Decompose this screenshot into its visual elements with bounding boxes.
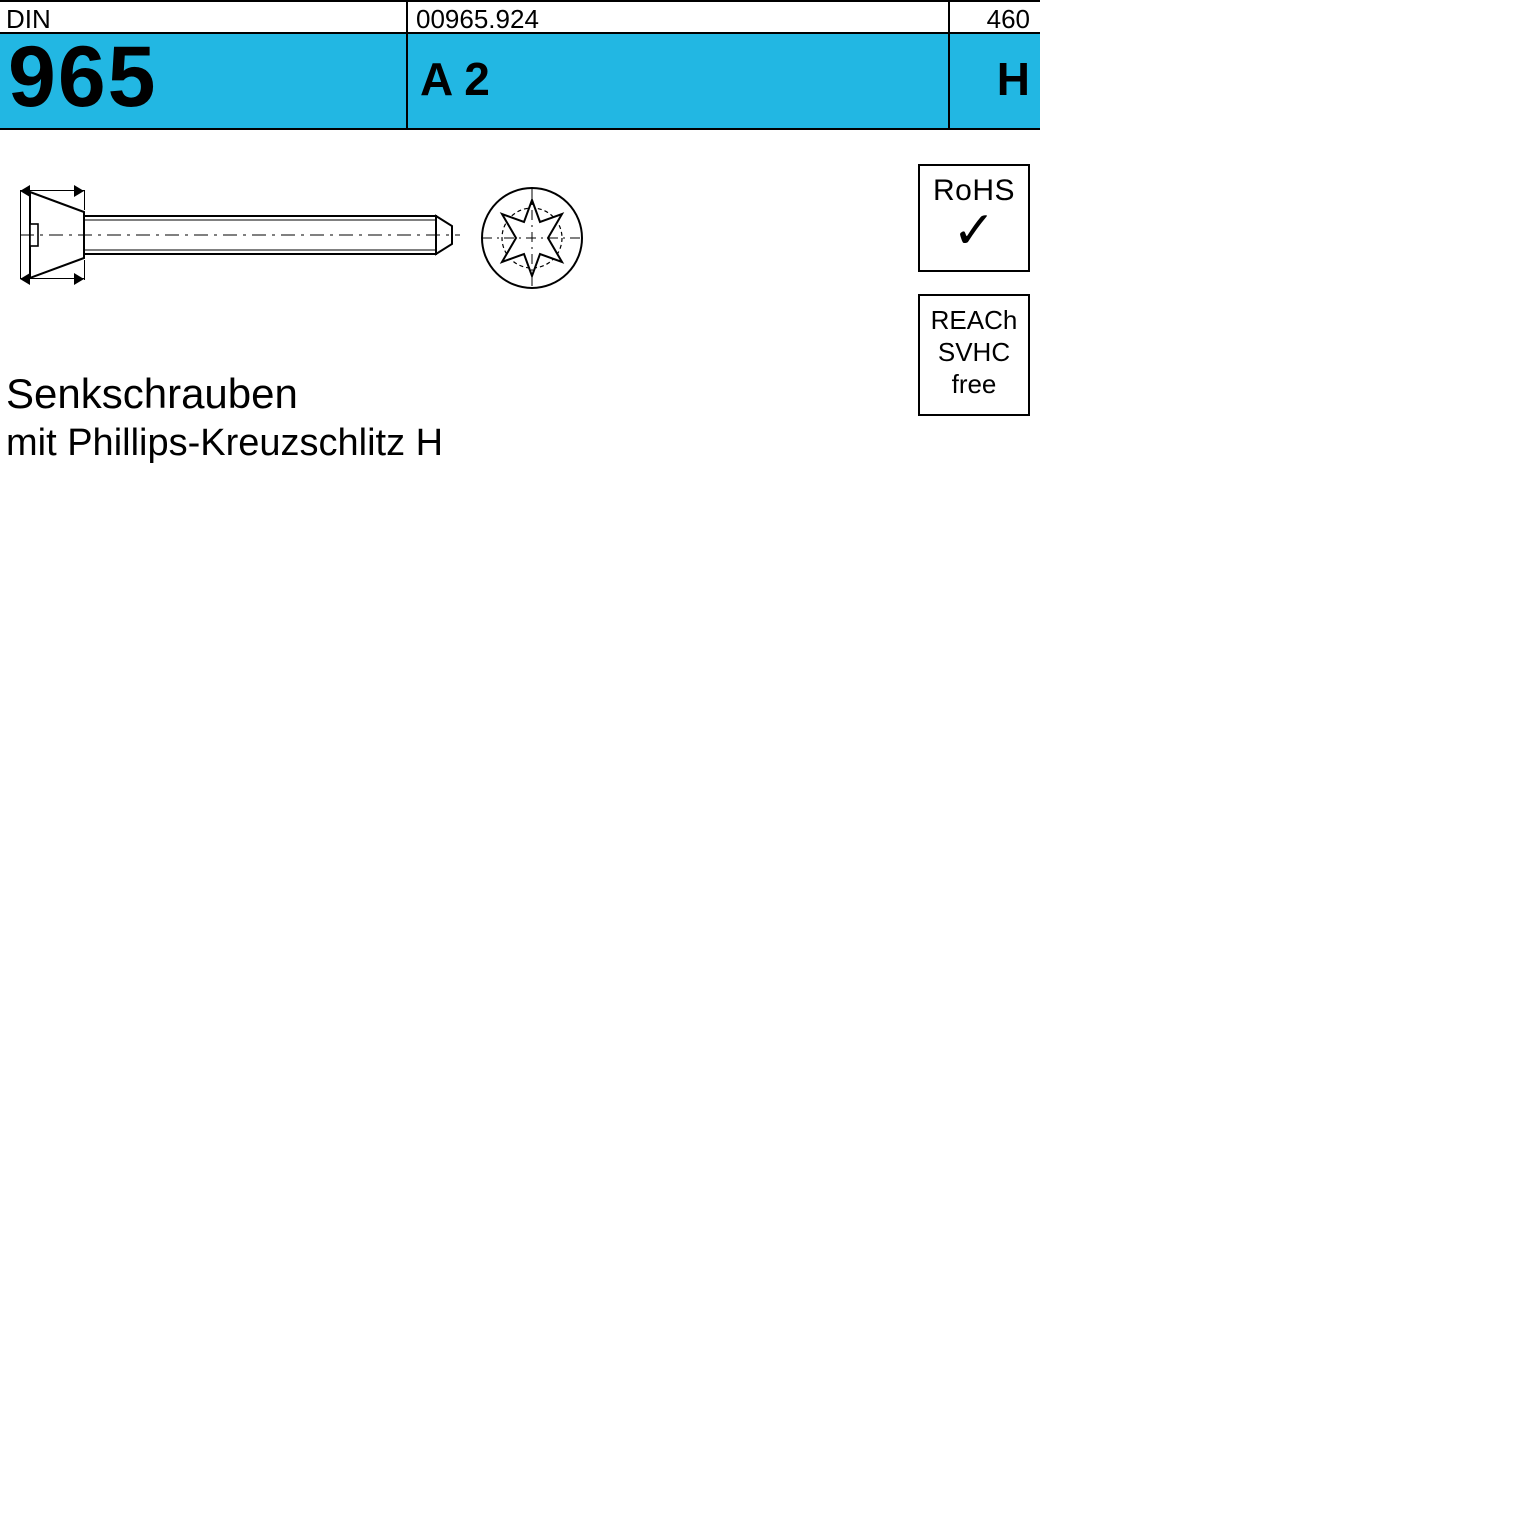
- material-grade: A 2: [420, 52, 490, 106]
- datasheet: DIN 00965.924 460 965 A 2 H: [0, 0, 1040, 1040]
- phillips-icon: [480, 186, 584, 290]
- product-subtitle: mit Phillips-Kreuzschlitz H: [6, 422, 443, 465]
- check-icon: ✓: [920, 208, 1028, 254]
- header-divider: [406, 34, 408, 128]
- reach-badge: REACh SVHC free: [918, 294, 1030, 416]
- reach-line: REACh: [920, 304, 1028, 336]
- drive-type: H: [950, 52, 1030, 106]
- rohs-badge: RoHS ✓: [918, 164, 1030, 272]
- reach-line: free: [920, 368, 1028, 400]
- screw-icon: [20, 188, 460, 284]
- phillips-head-view: [480, 186, 584, 290]
- reach-line: SVHC: [920, 336, 1028, 368]
- header-blue-band: 965 A 2 H: [0, 34, 1040, 130]
- screw-side-view: [20, 188, 460, 284]
- technical-drawing: [0, 150, 1040, 330]
- product-title: Senkschrauben: [6, 370, 298, 418]
- din-number: 965: [8, 28, 158, 127]
